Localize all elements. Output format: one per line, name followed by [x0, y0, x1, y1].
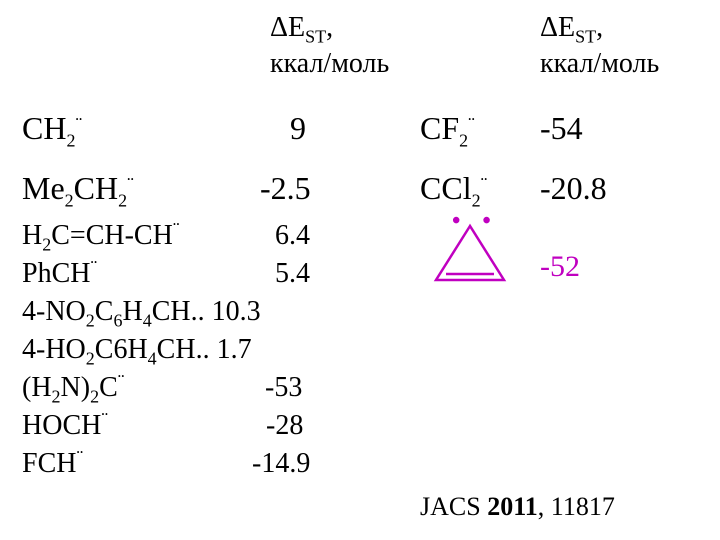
left-value-1: -2.5: [260, 170, 311, 207]
left-formula-1: Me2CH2¨: [22, 170, 132, 211]
left-formula-0: CH2¨: [22, 110, 80, 151]
delta-e-right: ΔE: [540, 12, 575, 43]
citation-suffix: , 11817: [538, 492, 615, 521]
header-right-line1: ΔEST,: [540, 12, 659, 48]
right-formula-1: CCl2¨: [420, 170, 485, 211]
comma-right: ,: [596, 12, 603, 43]
left-value-6: -53: [265, 372, 302, 404]
right-formula-0: CF2¨: [420, 110, 473, 151]
left-formula-3: PhCH¨: [22, 258, 95, 290]
st-sub-left: ST: [305, 27, 326, 47]
left-value-8: -14.9: [252, 448, 310, 480]
header-right-line2: ккал/моль: [540, 48, 659, 80]
left-formula-5: 4-HO2C6H4CH.. 1.7: [22, 334, 252, 370]
left-formula-2: H2C=CH-CH¨: [22, 220, 178, 256]
left-formula-8: FCH¨: [22, 448, 81, 480]
left-value-3: 5.4: [275, 258, 310, 290]
left-formula-7: HOCH¨: [22, 410, 106, 442]
left-value-7: -28: [266, 410, 303, 442]
cyclopropenylidene-icon: • •: [430, 220, 520, 300]
cyclopropenylidene-value: -52: [540, 250, 580, 284]
st-sub-right: ST: [575, 27, 596, 47]
header-left: ΔEST, ккал/моль: [270, 12, 389, 80]
left-formula-6: (H2N)2C¨: [22, 372, 122, 408]
header-right: ΔEST, ккал/моль: [540, 12, 659, 80]
left-value-0: 9: [290, 110, 306, 147]
header-left-line2: ккал/моль: [270, 48, 389, 80]
citation-year: 2011: [487, 492, 538, 521]
left-formula-4: 4-NO2C6H4CH.. 10.3: [22, 296, 261, 332]
header-left-line1: ΔEST,: [270, 12, 389, 48]
right-value-1: -20.8: [540, 170, 607, 207]
right-value-0: -54: [540, 110, 583, 147]
comma-left: ,: [326, 12, 333, 43]
citation-prefix: JACS: [420, 492, 487, 521]
citation: JACS 2011, 11817: [420, 492, 615, 522]
carbene-dots: • •: [452, 208, 499, 235]
delta-e-left: ΔE: [270, 12, 305, 43]
left-value-2: 6.4: [275, 220, 310, 252]
